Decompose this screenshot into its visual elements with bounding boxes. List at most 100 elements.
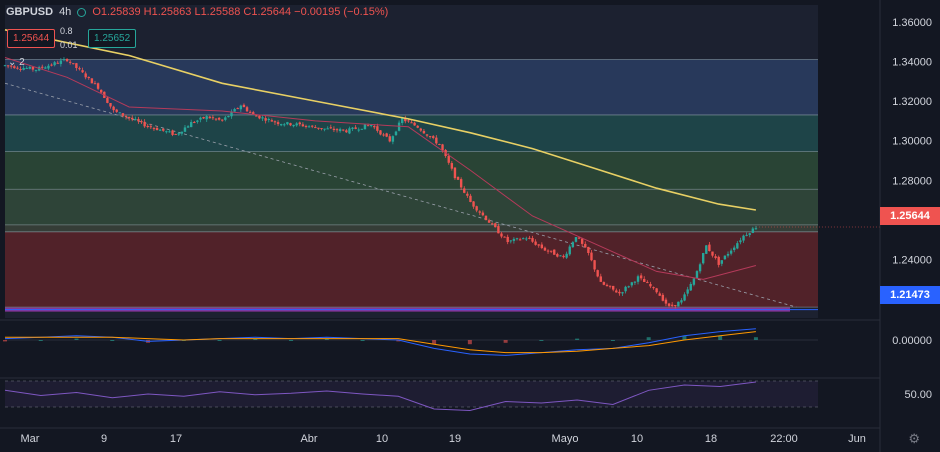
candle-body — [463, 188, 466, 193]
macd-histogram-bar — [324, 338, 329, 340]
candle-body — [478, 211, 481, 213]
candle-body — [332, 128, 336, 131]
candle-body — [168, 131, 171, 133]
candle-body — [494, 223, 497, 228]
candle-body — [376, 126, 379, 131]
candle-body — [748, 233, 751, 235]
candle-body — [456, 176, 460, 180]
candle-body — [149, 126, 153, 128]
candle-body — [320, 128, 323, 130]
chevron-down-icon: ⌄ — [8, 57, 17, 68]
buy-button[interactable]: 1.25652 — [88, 29, 137, 48]
candle-body — [47, 65, 50, 69]
x-tick-label: 9 — [101, 433, 107, 445]
rsi-band — [5, 381, 818, 407]
candle-body — [751, 228, 755, 233]
settings-gear-icon[interactable]: ⚙ — [908, 431, 920, 446]
candle-body — [658, 293, 661, 296]
macd-histogram-bar — [753, 337, 758, 340]
x-tick-label: 17 — [170, 433, 182, 445]
candle-body — [171, 130, 174, 135]
candle-body — [754, 228, 758, 230]
candle-body — [546, 250, 550, 252]
candle-body — [714, 256, 717, 258]
candle-body — [720, 260, 724, 264]
candle-body — [531, 238, 534, 242]
candle-body — [273, 121, 277, 123]
candle-body — [22, 67, 25, 70]
symbol-legend: GBPUSD 4h O1.25839 H1.25863 L1.25588 C1.… — [6, 6, 388, 18]
x-tick-label: 10 — [631, 433, 643, 445]
candle-body — [301, 124, 305, 127]
candle-body — [221, 119, 224, 121]
x-tick-label: 10 — [376, 433, 388, 445]
candle-body — [10, 65, 13, 67]
fib-zone — [5, 151, 818, 190]
candle-body — [385, 133, 388, 137]
candle-body — [584, 243, 587, 248]
trendline — [4, 82, 797, 308]
candle-body — [255, 115, 258, 117]
candle-body — [90, 78, 94, 84]
x-tick-label: Abr — [300, 433, 317, 445]
candle-body — [481, 212, 485, 216]
candle-body — [342, 129, 345, 131]
candle-body — [304, 125, 308, 127]
candle-body — [50, 64, 53, 66]
candle-body — [25, 68, 28, 70]
candle-body — [314, 127, 317, 129]
sell-button[interactable]: 1.25644 — [7, 29, 56, 48]
candle-body — [270, 120, 274, 122]
candle-body — [438, 143, 441, 145]
fib-level-b: 0.01 — [60, 40, 78, 50]
candle-body — [239, 105, 243, 110]
candle-body — [208, 116, 212, 119]
candle-body — [202, 116, 205, 119]
candle-body — [723, 255, 727, 260]
candle-body — [497, 226, 500, 234]
macd-histogram-bar — [289, 340, 294, 341]
fib-zone — [5, 231, 818, 308]
candle-body — [580, 238, 584, 244]
candle-body — [556, 254, 559, 257]
macd-histogram-bar — [253, 338, 258, 340]
candle-body — [186, 126, 190, 128]
candle-body — [177, 133, 180, 135]
candle-body — [217, 117, 221, 120]
macd-histogram-bar — [718, 335, 723, 340]
candle-body — [680, 300, 683, 303]
candle-body — [6, 65, 10, 67]
candle-body — [661, 294, 665, 301]
candle-body — [131, 117, 134, 120]
candle-body — [686, 289, 689, 294]
candle-body — [599, 276, 602, 282]
candle-body — [509, 240, 512, 242]
candle-body — [400, 118, 404, 123]
rsi-y-tick-label: 50.00 — [904, 389, 932, 401]
candle-body — [134, 119, 137, 121]
candle-body — [736, 243, 739, 249]
candle-body — [224, 117, 227, 120]
candle-body — [540, 244, 544, 249]
interval-label[interactable]: 4h — [59, 6, 72, 18]
symbol-name[interactable]: GBPUSD — [6, 6, 54, 18]
candle-body — [490, 223, 494, 225]
candle-body — [537, 244, 540, 246]
candle-body — [41, 66, 44, 68]
candle-body — [562, 255, 565, 258]
candle-body — [432, 136, 435, 138]
candle-body — [667, 303, 671, 306]
candle-body — [137, 119, 140, 122]
candle-body — [608, 285, 612, 287]
candle-body — [351, 127, 354, 129]
candle-body — [174, 133, 177, 135]
candle-body — [112, 106, 115, 111]
candle-body — [317, 127, 320, 129]
candle-body — [16, 67, 19, 69]
candle-body — [227, 116, 230, 118]
candle-body — [211, 117, 215, 119]
collapse-indicators-button[interactable]: ⌄ 2 — [8, 57, 25, 68]
candle-body — [711, 251, 714, 256]
candle-body — [53, 62, 56, 66]
